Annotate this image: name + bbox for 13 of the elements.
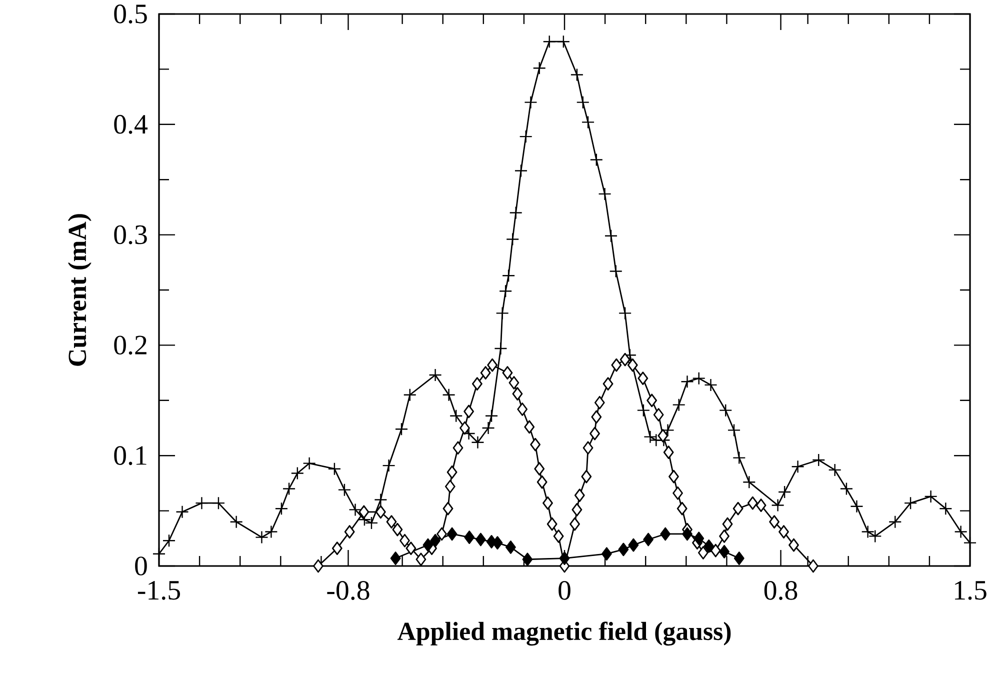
x-tick-label: -0.8 [327, 581, 370, 600]
y-tick-label: 0.5 [114, 4, 147, 24]
x-tick-label: 0.8 [764, 581, 798, 600]
x-tick-label: -1.5 [138, 581, 180, 600]
y-tick-label: 0 [135, 556, 147, 576]
x-tick-label: 0 [558, 581, 570, 600]
y-tick-label: 0.1 [114, 446, 146, 466]
y-axis-title: Current (mA) [68, 214, 92, 366]
y-tick-label: 0.4 [114, 114, 148, 134]
x-tick-label: 1.5 [955, 581, 986, 600]
y-tick-label: 0.3 [114, 225, 147, 244]
y-tick-label: 0.2 [114, 336, 146, 355]
x-axis-title: Applied magnetic field (gauss) [397, 622, 731, 646]
